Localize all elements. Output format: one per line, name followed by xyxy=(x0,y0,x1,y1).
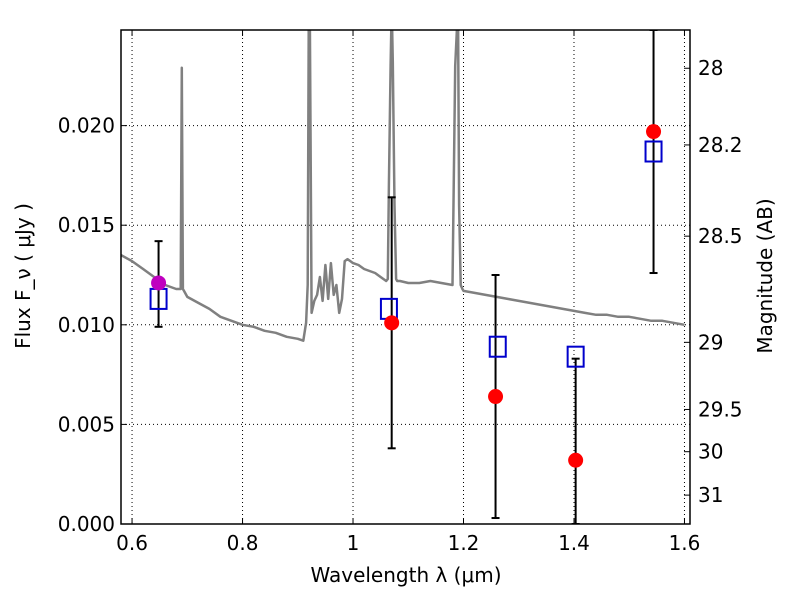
y2-tick-label: 28.2 xyxy=(698,133,743,157)
observed-flux-point-2 xyxy=(488,389,504,405)
model-photometry-square-2 xyxy=(488,335,507,358)
plot-area: 0.6 0.8 1 1.2 1.4 1.6 0.000 0.005 0.010 0.015 0.02… xyxy=(58,29,743,555)
sed-model-line xyxy=(121,30,685,342)
y2-tick-label: 29 xyxy=(698,330,723,354)
model-photometry-square-4 xyxy=(644,140,663,163)
y2-axis-label: Magnitude (AB) xyxy=(753,198,777,353)
observed-flux-point-4 xyxy=(646,124,662,140)
observed-flux-point-0 xyxy=(151,275,167,291)
y-tick-label: 0.010 xyxy=(58,313,115,337)
y-tick-label: 0.005 xyxy=(58,412,115,436)
x-tick-label: 0.8 xyxy=(227,531,259,555)
x-axis-label: Wavelength λ (μm) xyxy=(310,563,501,587)
y2-tick-label: 28 xyxy=(698,56,723,80)
x-tick-label: 1.6 xyxy=(669,531,701,555)
x-tick-label: 1.2 xyxy=(448,531,480,555)
plot-frame xyxy=(120,29,691,525)
y-tick-label: 0.000 xyxy=(58,512,115,536)
observed-flux-point-3 xyxy=(568,452,584,468)
x-tick-label: 1 xyxy=(347,531,360,555)
model-photometry-square-3 xyxy=(566,345,585,368)
y2-tick-label: 30 xyxy=(698,440,723,464)
y2-tick-label: 31 xyxy=(698,483,723,507)
y-tick-label: 0.015 xyxy=(58,213,115,237)
y-tick-label: 0.020 xyxy=(58,114,115,138)
y-axis-label: Flux F_ν ( μJy ) xyxy=(11,203,35,349)
x-tick-label: 1.4 xyxy=(558,531,590,555)
x-tick-label: 0.6 xyxy=(116,531,148,555)
observed-flux-point-1 xyxy=(384,315,400,331)
y2-tick-label: 28.5 xyxy=(698,224,743,248)
plot-clip-group xyxy=(121,30,685,524)
y2-tick-label: 29.5 xyxy=(698,397,743,421)
